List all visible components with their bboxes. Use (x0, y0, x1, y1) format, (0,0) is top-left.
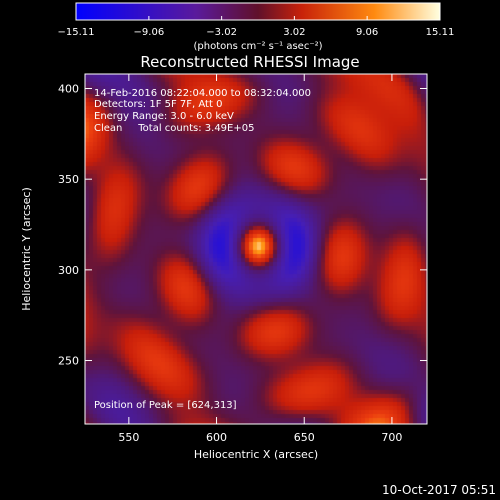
footer-timestamp: 10-Oct-2017 05:51 (382, 483, 496, 497)
colorbar-gradient (75, 2, 441, 21)
clean-counts-text: Clean Total counts: 3.49E+05 (94, 123, 254, 134)
detectors-text: Detectors: 1F 5F 7F, Att 0 (94, 99, 222, 110)
y-axis-ticks: 250 300 350 400 (58, 83, 427, 368)
colorbar-tick-label: −15.11 (57, 27, 94, 38)
colorbar-tick-label: 9.06 (356, 27, 378, 38)
y-axis-label: Heliocentric Y (arcsec) (20, 187, 33, 311)
colorbar-units: (photons cm⁻² s⁻¹ asec⁻²) (193, 41, 322, 52)
x-tick-label: 700 (381, 431, 402, 444)
colorbar-tick-label: −9.06 (134, 27, 165, 38)
colorbar-tick-label: −3.02 (206, 27, 237, 38)
colorbar: −15.11 −9.06 −3.02 3.02 9.06 15.11 (photons c… (57, 2, 454, 52)
y-tick-label: 350 (58, 173, 79, 186)
x-axis-label: Heliocentric X (arcsec) (194, 448, 318, 461)
plot-frame (84, 73, 428, 425)
x-tick-label: 600 (206, 431, 227, 444)
colorbar-ticks (75, 16, 441, 20)
time-range-text: 14-Feb-2016 08:22:04.000 to 08:32:04.000 (94, 88, 311, 99)
x-tick-label: 650 (294, 431, 315, 444)
colorbar-tick-label: 15.11 (426, 27, 455, 38)
chart-title: Reconstructed RHESSI Image (140, 53, 359, 71)
energy-range-text: Energy Range: 3.0 - 6.0 keV (94, 111, 234, 122)
colorbar-tick-labels: −15.11 −9.06 −3.02 3.02 9.06 15.11 (57, 27, 454, 38)
y-tick-label: 400 (58, 83, 79, 96)
x-axis-ticks: 550 600 650 700 (118, 74, 402, 444)
x-tick-label: 550 (118, 431, 139, 444)
y-tick-label: 250 (58, 355, 79, 368)
colorbar-tick-label: 3.02 (283, 27, 305, 38)
y-tick-label: 300 (58, 264, 79, 277)
peak-position-text: Position of Peak = [624,313] (94, 400, 237, 411)
